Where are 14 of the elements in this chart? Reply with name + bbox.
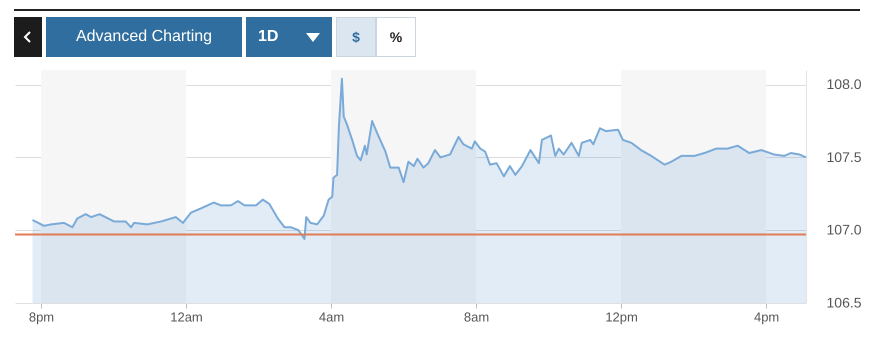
x-tick-label: 4pm <box>754 310 780 324</box>
x-tick-label: 4am <box>318 310 344 324</box>
text: Advanced Charting <box>76 28 212 46</box>
text: $ <box>336 17 376 57</box>
text: 1D <box>258 28 278 46</box>
y-tick-label: 107.5 <box>826 148 862 165</box>
y-tick-label: 108.0 <box>826 76 862 92</box>
x-tick-label: 12am <box>170 310 203 324</box>
x-tick-label: 12pm <box>605 310 638 324</box>
x-tick-label: 8am <box>464 310 490 324</box>
x-tick-label: 8pm <box>28 310 54 324</box>
y-tick-label: 106.5 <box>826 294 862 310</box>
y-tick-label: 107.0 <box>826 222 862 238</box>
text: % <box>376 17 416 57</box>
